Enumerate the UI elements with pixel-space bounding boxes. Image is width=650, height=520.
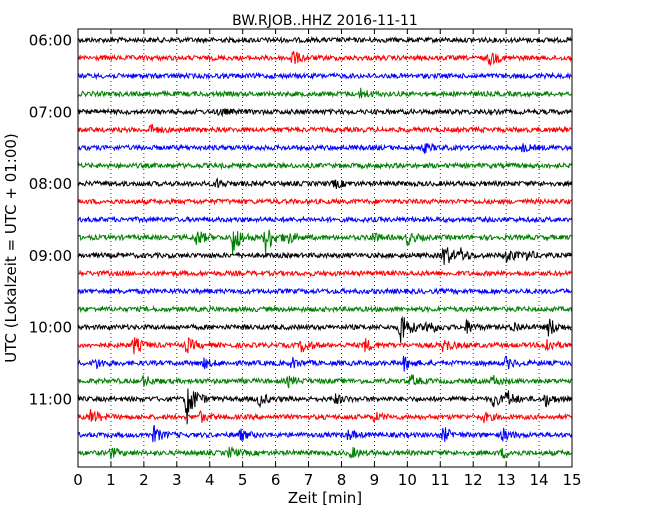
y-tick-label: 09:00 (29, 247, 72, 265)
x-tick-label: 3 (172, 471, 182, 489)
trace-0915 (77, 269, 572, 278)
x-tick-label: 0 (73, 471, 83, 489)
trace-0815 (77, 197, 572, 206)
x-tick-label: 11 (431, 471, 450, 489)
trace-1130 (77, 425, 572, 443)
trace-1115 (77, 409, 572, 424)
y-tick-label: 10:00 (29, 319, 72, 337)
trace-0800 (77, 177, 572, 189)
x-tick-label: 14 (530, 471, 549, 489)
trace-0830 (77, 215, 572, 224)
x-tick-label: 5 (238, 471, 248, 489)
x-tick-label: 13 (497, 471, 516, 489)
x-tick-label: 12 (464, 471, 483, 489)
trace-0600 (77, 35, 572, 45)
trace-0745 (77, 161, 572, 170)
chart-title: BW.RJOB..HHZ 2016-11-11 (232, 13, 418, 29)
trace-0930 (77, 287, 572, 296)
trace-0730 (77, 142, 572, 154)
seismic-traces (77, 35, 572, 460)
trace-1000 (77, 315, 572, 343)
axis-ticks (77, 29, 573, 467)
trace-1145 (77, 445, 572, 460)
x-axis-label: Zeit [min] (288, 489, 362, 507)
x-tick-label: 9 (370, 471, 380, 489)
trace-0615 (77, 50, 572, 67)
y-axis-label: UTC (Lokalzeit = UTC + 01:00) (2, 133, 20, 363)
plot-frame (77, 28, 573, 468)
y-tick-labels: 06:00 07:00 08:00 09:00 10:00 11:00 (29, 32, 72, 409)
x-tick-label: 15 (562, 471, 581, 489)
x-tick-label: 7 (304, 471, 314, 489)
trace-1045 (77, 374, 572, 389)
trace-0900 (77, 247, 572, 265)
trace-1030 (77, 355, 572, 372)
trace-1015 (77, 336, 572, 355)
trace-0700 (77, 107, 572, 118)
x-tick-label: 10 (398, 471, 417, 489)
x-tick-label: 8 (337, 471, 347, 489)
y-tick-label: 07:00 (29, 103, 72, 121)
y-tick-label: 11:00 (29, 391, 72, 409)
x-tick-label: 6 (271, 471, 281, 489)
y-tick-label: 06:00 (29, 32, 72, 50)
trace-1100 (77, 388, 572, 425)
x-tick-label: 1 (106, 471, 116, 489)
trace-0845 (77, 229, 572, 255)
trace-0630 (77, 71, 572, 81)
x-tick-label: 2 (139, 471, 149, 489)
trace-0715 (77, 123, 572, 135)
x-tick-label: 4 (205, 471, 215, 489)
y-tick-label: 08:00 (29, 175, 72, 193)
trace-0945 (77, 305, 572, 314)
x-tick-labels: 0 1 2 3 4 5 6 7 8 9 10 11 12 13 14 15 (73, 471, 581, 489)
trace-0645 (77, 87, 572, 100)
